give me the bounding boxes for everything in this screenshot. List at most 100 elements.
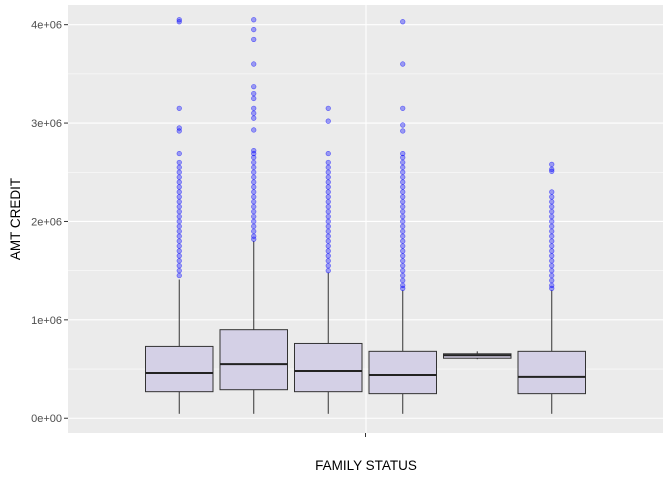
- outlier-point: [251, 95, 257, 102]
- outlier-point: [549, 263, 555, 269]
- outlier-point: [251, 228, 257, 234]
- outlier-point: [400, 194, 406, 200]
- outlier-point: [176, 194, 182, 200]
- outlier-point: [251, 90, 257, 97]
- outlier-point: [400, 213, 406, 220]
- outliers: [176, 17, 555, 291]
- box: [368, 350, 437, 395]
- y-tick-label: 0e+00: [31, 413, 62, 425]
- outlier-point: [549, 233, 555, 239]
- outlier-point: [251, 110, 257, 116]
- outlier-point: [176, 209, 182, 215]
- outlier-point: [549, 272, 555, 279]
- y-tick-label: 1e+06: [31, 315, 62, 327]
- outlier-point: [251, 148, 257, 154]
- outlier-point: [176, 272, 182, 279]
- outlier-point: [400, 204, 406, 210]
- outlier-point: [400, 179, 406, 185]
- outlier-point: [176, 213, 182, 220]
- outlier-point: [400, 243, 406, 249]
- outlier-point: [400, 164, 406, 170]
- outlier-point: [251, 184, 257, 190]
- outlier-point: [325, 243, 331, 249]
- outlier-point: [176, 233, 182, 239]
- outlier-point: [400, 272, 406, 279]
- outlier-point: [400, 263, 406, 269]
- outlier-point: [400, 258, 406, 264]
- outlier-point: [251, 17, 257, 23]
- outlier-point: [176, 179, 182, 185]
- outlier-point: [325, 194, 331, 200]
- outlier-point: [549, 161, 555, 167]
- axis-ticks: 0e+00 1e+06 2e+06 3e+06 4e+06: [31, 20, 366, 437]
- outlier-point: [325, 218, 331, 225]
- outlier-point: [549, 228, 555, 234]
- box-group: [145, 279, 214, 414]
- outlier-point: [251, 127, 257, 133]
- outlier-point: [176, 125, 182, 131]
- box: [145, 345, 214, 393]
- outlier-point: [176, 159, 182, 166]
- outlier-point: [325, 248, 331, 254]
- outlier-point: [251, 223, 257, 229]
- outlier-point: [176, 204, 182, 210]
- outlier-point: [251, 154, 257, 161]
- outlier-point: [176, 253, 182, 259]
- outlier-point: [251, 26, 257, 33]
- outlier-point: [325, 184, 331, 190]
- outlier-point: [325, 118, 331, 124]
- outlier-point: [549, 218, 555, 225]
- outlier-point: [325, 179, 331, 185]
- outlier-point: [400, 189, 406, 195]
- outlier-point: [549, 213, 555, 220]
- outlier-point: [400, 154, 406, 161]
- box-group: [219, 241, 288, 414]
- outlier-point: [400, 233, 406, 239]
- outlier-point: [400, 174, 406, 180]
- outlier-point: [325, 213, 331, 220]
- outlier-point: [176, 169, 182, 175]
- outlier-point: [251, 36, 257, 43]
- outlier-point: [400, 268, 406, 274]
- y-axis-title: AMT CREDIT: [8, 178, 23, 260]
- outlier-point: [176, 184, 182, 190]
- outlier-point: [251, 209, 257, 215]
- outlier-point: [325, 199, 331, 205]
- outlier-point: [251, 164, 257, 170]
- outlier-point: [251, 218, 257, 225]
- outlier-point: [176, 150, 182, 157]
- outlier-point: [176, 238, 182, 244]
- outlier-point: [549, 168, 555, 174]
- outlier-point: [325, 228, 331, 234]
- outlier-point: [325, 263, 331, 269]
- outlier-point: [176, 19, 182, 25]
- outlier-point: [176, 263, 182, 269]
- outlier-point: [549, 248, 555, 254]
- outlier-point: [549, 282, 555, 289]
- outlier-point: [251, 61, 257, 67]
- outlier-point: [400, 150, 406, 157]
- outlier-point: [176, 268, 182, 274]
- outlier-point: [325, 204, 331, 210]
- outlier-point: [549, 268, 555, 274]
- outlier-point: [400, 228, 406, 234]
- outlier-point: [176, 105, 182, 111]
- outlier-point: [400, 238, 406, 244]
- outlier-point: [176, 189, 182, 195]
- outlier-point: [400, 218, 406, 225]
- outlier-point: [251, 159, 257, 166]
- outlier-point: [400, 61, 406, 67]
- outlier-point: [400, 282, 406, 289]
- outlier-point: [251, 194, 257, 200]
- y-tick-label: 3e+06: [31, 118, 62, 130]
- outlier-point: [251, 174, 257, 180]
- outlier-point: [325, 209, 331, 215]
- box: [517, 350, 586, 395]
- outlier-point: [325, 268, 331, 274]
- x-axis-title: FAMILY STATUS: [315, 458, 417, 473]
- outlier-point: [176, 199, 182, 205]
- outlier-point: [176, 174, 182, 180]
- outlier-point: [549, 189, 555, 195]
- outlier-point: [176, 243, 182, 249]
